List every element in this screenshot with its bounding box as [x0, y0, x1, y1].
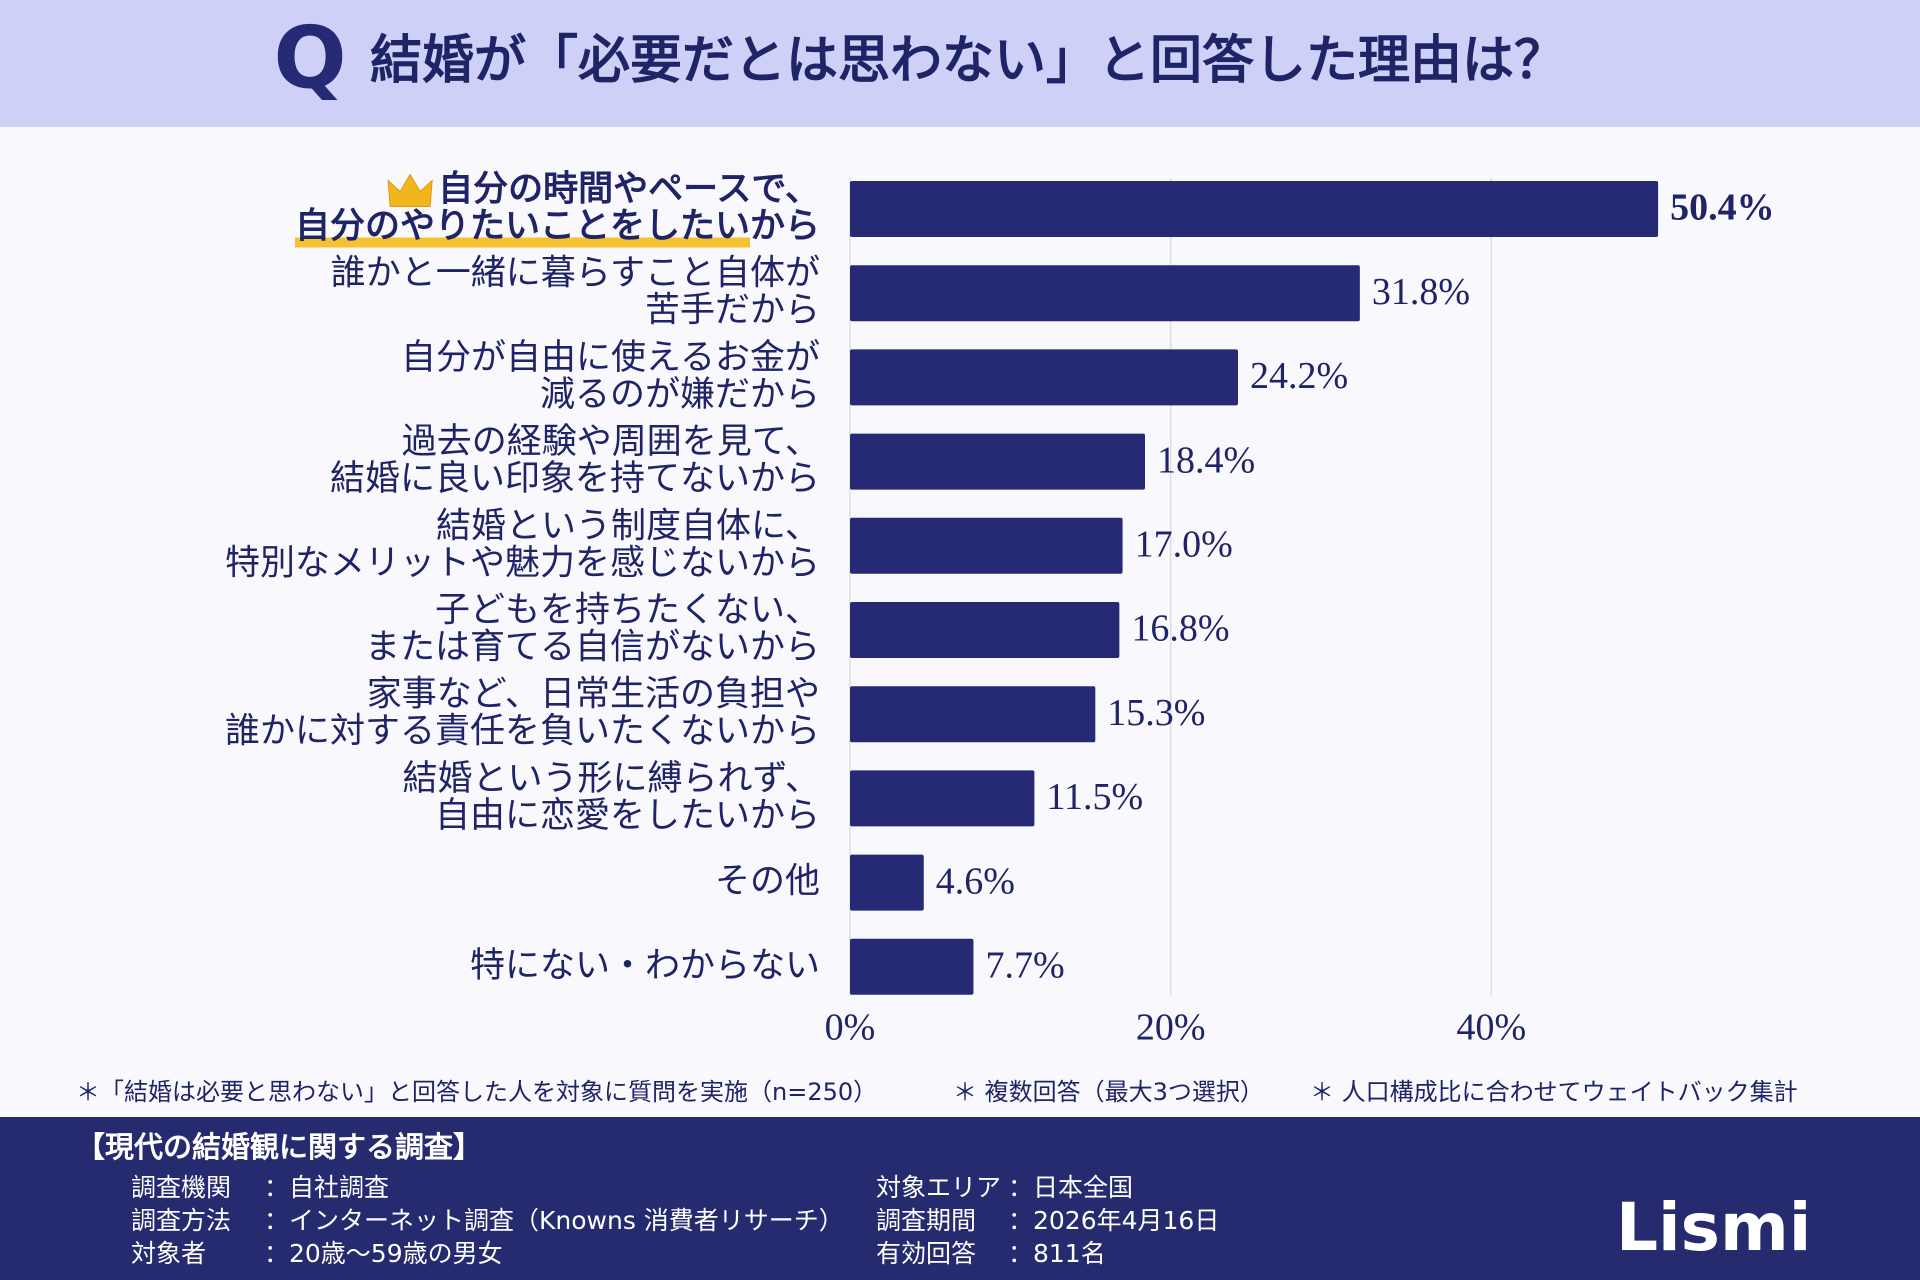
category-label: 自由に恋愛をしたいから — [435, 796, 820, 836]
value-label: 50.4% — [1670, 187, 1775, 229]
note: ＊ 複数回答（最大3つ選択） — [953, 1078, 1264, 1106]
category-label: その他 — [715, 862, 820, 902]
category-label: 誰かに対する責任を負いたくないから — [225, 712, 820, 752]
badge: Q — [273, 8, 346, 108]
survey-label: 調査期間 — [876, 1206, 976, 1235]
header — [0, 0, 1920, 127]
value-label: 16.8% — [1131, 608, 1229, 650]
bar — [850, 602, 1120, 658]
value-label: 17.0% — [1135, 524, 1233, 566]
bar — [850, 433, 1146, 490]
category-label: 結婚に良い印象を持てないから — [330, 459, 820, 499]
survey-label: 対象エリア — [876, 1173, 1001, 1202]
category-label: 自分が自由に使えるお金が — [401, 338, 820, 378]
survey-label: 有効回答 — [876, 1239, 976, 1268]
bar — [850, 181, 1659, 237]
note: ＊ 人口構成比に合わせてウェイトバック集計 — [1310, 1078, 1798, 1106]
survey-value: ：インターネット調査（Knowns 消費者リサーチ） — [264, 1206, 844, 1235]
survey-value: ：日本全国 — [1008, 1173, 1133, 1202]
survey-label: 調査機関 — [131, 1173, 231, 1202]
value-label: 15.3% — [1107, 692, 1205, 734]
category-label: 家事など、日常生活の負担や — [367, 675, 820, 715]
category-label: 減るのが嫌だから — [540, 375, 820, 415]
bar — [850, 854, 924, 911]
note: ＊「結婚は必要と思わない」と回答した人を対象に質問を実施（n=250） — [76, 1078, 877, 1106]
value-label: 4.6% — [936, 860, 1015, 902]
category-label: 子どもを持ちたくない、 — [435, 591, 820, 631]
value-label: 31.8% — [1372, 271, 1470, 313]
value-label: 7.7% — [985, 945, 1064, 987]
survey-value: ：自社調査 — [264, 1173, 389, 1202]
category-label: 誰かと一緒に暮らすこと自体が — [331, 254, 820, 294]
bar — [850, 349, 1239, 406]
category-label: 結婚という制度自体に、 — [436, 506, 820, 546]
x-tick-label: 0% — [825, 1007, 876, 1049]
category-label: 自分のやりたいことをしたいから — [295, 207, 820, 247]
value-label: 18.4% — [1157, 439, 1255, 481]
survey-value: ：2026年4月16日 — [1008, 1206, 1219, 1235]
chart-title: 結婚が「必要だとは思わない」と回答した理由は？ — [370, 31, 1566, 91]
survey-value: ：20歳〜59歳の男女 — [264, 1239, 503, 1268]
survey-label: 調査方法 — [131, 1206, 231, 1235]
category-label: 特にない・わからない — [470, 946, 820, 986]
category-label: 自分の時間やペースで、 — [438, 170, 820, 210]
bar — [850, 686, 1096, 743]
logo: Lismi — [1616, 1189, 1811, 1266]
value-label: 24.2% — [1250, 355, 1348, 397]
bar — [850, 517, 1123, 574]
bar — [850, 770, 1035, 827]
category-label: または育てる自信がないから — [365, 628, 820, 668]
category-label: 過去の経験や周囲を見て、 — [402, 422, 820, 462]
survey-value: ：811名 — [1008, 1239, 1106, 1268]
category-label: 苦手だから — [645, 291, 820, 331]
highlight — [294, 237, 750, 248]
bar — [850, 265, 1360, 322]
value-label: 11.5% — [1046, 776, 1143, 818]
category-label: 特別なメリットや魅力を感じないから — [225, 543, 820, 583]
survey-title: 【現代の結婚観に関する調査】 — [76, 1130, 482, 1164]
survey-label: 対象者 — [131, 1239, 206, 1268]
x-tick-label: 40% — [1457, 1007, 1527, 1049]
footer — [0, 1117, 1920, 1280]
crown-icon — [387, 173, 433, 207]
category-label: 結婚という形に縛られず、 — [402, 759, 820, 799]
bar — [850, 938, 974, 995]
x-tick-label: 20% — [1136, 1007, 1206, 1049]
